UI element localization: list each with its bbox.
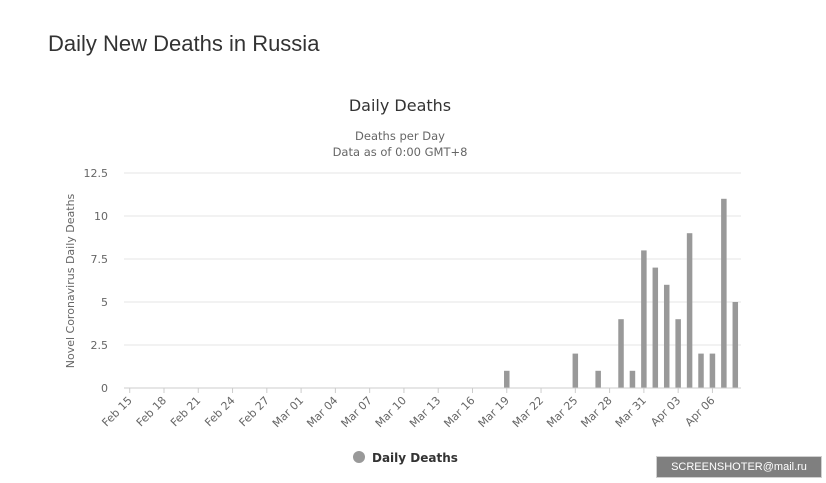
x-tick-label: Mar 31 xyxy=(613,394,649,430)
x-tick-label: Mar 28 xyxy=(578,394,614,430)
x-tick-label: Feb 21 xyxy=(168,394,203,429)
legend[interactable]: Daily Deaths xyxy=(353,451,458,465)
bar[interactable] xyxy=(686,233,693,388)
y-axis-label: Novel Coronavirus Daily Deaths xyxy=(64,193,77,368)
bar[interactable] xyxy=(572,353,579,388)
grid-lines xyxy=(124,172,741,346)
chart-title: Daily Deaths xyxy=(349,96,451,115)
bar[interactable] xyxy=(675,319,681,388)
x-tick-label: Feb 18 xyxy=(134,394,169,429)
bar[interactable] xyxy=(663,284,670,388)
x-tick-label: Mar 13 xyxy=(407,394,443,430)
x-tick-label: Mar 04 xyxy=(304,394,340,430)
x-tick-label: Mar 19 xyxy=(476,394,512,430)
bar[interactable] xyxy=(641,250,647,388)
bar[interactable] xyxy=(709,353,716,388)
x-tick-label: Feb 27 xyxy=(237,394,272,429)
y-tick-label: 2.5 xyxy=(91,339,109,352)
chart-subtitle-line: Deaths per Day xyxy=(355,129,445,143)
legend-swatch xyxy=(353,451,365,463)
x-tick-label: Mar 01 xyxy=(270,394,306,430)
x-tick-label: Apr 03 xyxy=(648,394,683,429)
bar[interactable] xyxy=(629,370,636,388)
watermark: SCREENSHOTER@mail.ru xyxy=(656,456,822,478)
page-heading: Daily New Deaths in Russia xyxy=(48,31,320,56)
bar[interactable] xyxy=(618,319,624,388)
x-tick-label: Mar 22 xyxy=(510,394,546,430)
x-tick-label: Apr 06 xyxy=(683,394,718,429)
bar[interactable] xyxy=(721,198,727,388)
y-axis-ticks: 0 2.5 5 7.5 10 12.5 xyxy=(84,167,109,395)
bar[interactable] xyxy=(652,267,659,388)
x-tick-label: Mar 25 xyxy=(544,394,580,430)
bar[interactable] xyxy=(698,353,704,388)
bar[interactable] xyxy=(732,302,739,388)
y-tick-label: 12.5 xyxy=(84,167,109,180)
chart-subtitle-line: Data as of 0:00 GMT+8 xyxy=(333,145,468,159)
y-tick-label: 10 xyxy=(94,210,108,223)
y-tick-label: 0 xyxy=(101,382,108,395)
legend-label[interactable]: Daily Deaths xyxy=(372,451,458,465)
y-tick-label: 7.5 xyxy=(91,253,109,266)
bar[interactable] xyxy=(504,370,510,388)
bar[interactable] xyxy=(595,370,601,388)
y-tick-label: 5 xyxy=(101,296,108,309)
x-tick-label: Feb 15 xyxy=(99,394,134,429)
x-tick-label: Mar 07 xyxy=(339,394,375,430)
x-tick-label: Feb 24 xyxy=(202,394,237,429)
bars xyxy=(504,198,739,388)
x-tick-label: Mar 16 xyxy=(441,394,477,430)
x-tick-label: Mar 10 xyxy=(373,394,409,430)
